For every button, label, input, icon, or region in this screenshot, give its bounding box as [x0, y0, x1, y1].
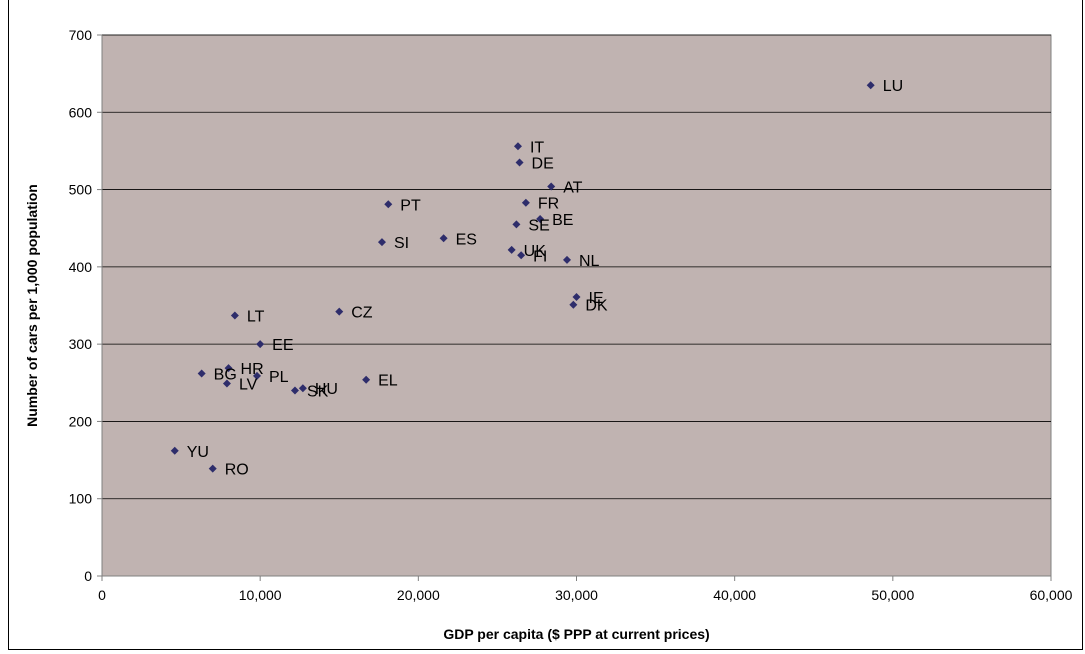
data-point-marker: [515, 158, 524, 167]
y-tick-label: 100: [69, 491, 93, 507]
data-point-label: PL: [269, 369, 289, 386]
x-axis-title: GDP per capita ($ PPP at current prices): [443, 626, 709, 642]
x-tick-label: 0: [98, 587, 106, 603]
data-point-marker: [256, 340, 265, 349]
y-tick-label: 200: [69, 413, 93, 429]
y-tick-label: 700: [69, 27, 93, 43]
data-point-label: SK: [307, 384, 329, 401]
scatter-chart: 0 100 200 300 400 500 600 700 0 10,000 20,000 30,0…: [24, 27, 1073, 642]
data-point-label: SE: [528, 217, 549, 234]
data-point-marker: [439, 234, 448, 243]
y-axis-title: Number of cars per 1,000 population: [24, 184, 40, 427]
data-point-marker: [222, 379, 231, 388]
y-tick-label: 500: [69, 182, 93, 198]
data-point-marker: [170, 446, 179, 455]
data-point-label: HU: [315, 381, 338, 398]
data-point-label: RO: [225, 462, 249, 479]
data-point-label: DK: [585, 298, 608, 315]
data-point-label: IE: [589, 290, 604, 307]
data-point-label: FI: [533, 248, 547, 265]
data-point-label: LT: [247, 309, 265, 326]
data-point-marker: [517, 251, 526, 260]
data-point-label: CZ: [351, 305, 373, 322]
data-point-label: EE: [272, 337, 293, 354]
data-point-label: YU: [187, 444, 209, 461]
y-tick-label: 600: [69, 104, 93, 120]
data-point-label: IT: [530, 139, 544, 156]
gridlines: [97, 34, 1052, 581]
data-point-marker: [335, 307, 344, 316]
data-point-marker: [377, 238, 386, 247]
data-point-label: BG: [214, 367, 237, 384]
data-point-label: BE: [552, 212, 573, 229]
y-tick-label: 400: [69, 259, 93, 275]
data-point-marker: [547, 182, 556, 191]
data-point-label: ES: [456, 231, 477, 248]
y-tick-label: 0: [84, 568, 92, 584]
data-point-marker: [290, 386, 299, 395]
data-point-marker: [866, 81, 875, 90]
data-point-label: SI: [394, 235, 409, 252]
data-point-marker: [298, 384, 307, 393]
data-point-label: EL: [378, 373, 398, 390]
x-tick-label: 50,000: [871, 587, 914, 603]
y-tick-labels: 0 100 200 300 400 500 600 700: [69, 27, 93, 584]
data-point-marker: [536, 214, 545, 223]
data-point-marker: [230, 311, 239, 320]
data-point-label: DE: [532, 156, 554, 173]
data-point-marker: [384, 200, 393, 209]
data-point-marker: [572, 292, 581, 301]
data-point-marker: [513, 142, 522, 151]
data-point-label: LV: [239, 377, 258, 394]
axes: [101, 35, 1051, 577]
x-tick-labels: 0 10,000 20,000 30,000 40,000 50,000 60,000: [98, 587, 1073, 603]
data-point-marker: [521, 198, 530, 207]
data-point-marker: [224, 364, 233, 373]
data-point-marker: [507, 245, 516, 254]
data-point-marker: [563, 255, 572, 264]
data-point-label: NL: [579, 253, 600, 270]
data-point-marker: [208, 464, 217, 473]
data-point-marker: [197, 369, 206, 378]
data-point-label: AT: [563, 179, 582, 196]
x-tick-label: 30,000: [555, 587, 598, 603]
data-point-marker: [569, 300, 578, 309]
data-point-label: PT: [400, 197, 421, 214]
x-tick-label: 20,000: [397, 587, 440, 603]
x-tick-label: 60,000: [1030, 587, 1073, 603]
data-point-marker: [253, 371, 262, 380]
data-point-label: LU: [883, 78, 903, 95]
y-tick-label: 300: [69, 336, 93, 352]
x-tick-label: 40,000: [713, 587, 756, 603]
data-point-label: UK: [524, 243, 547, 260]
chart-frame: 0 100 200 300 400 500 600 700 0 10,000 20,000 30,0…: [8, 0, 1083, 650]
x-tick-label: 10,000: [239, 587, 282, 603]
data-point-marker: [362, 375, 371, 384]
data-point-label: FR: [538, 196, 559, 213]
data-point-marker: [512, 220, 521, 229]
